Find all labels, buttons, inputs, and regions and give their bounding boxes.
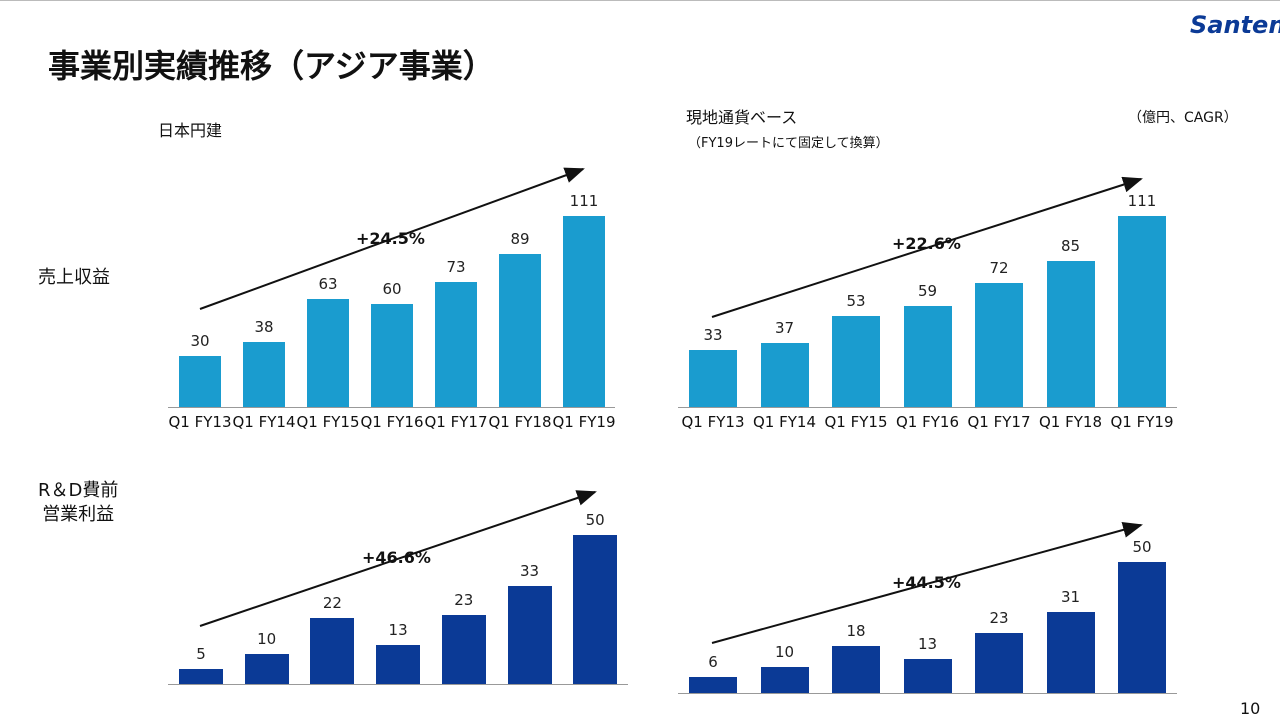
left-header: 日本円建 [158, 121, 223, 140]
value-label: 33 [519, 561, 540, 580]
cagr-arrow [199, 490, 597, 627]
bar [1118, 562, 1166, 693]
value-label: 33 [703, 326, 723, 345]
value-label: 23 [454, 591, 474, 610]
bar [1118, 216, 1166, 407]
x-tick-label: Q1 FY13 [168, 413, 232, 431]
annotation: +22.6% [892, 234, 961, 253]
bar [689, 350, 737, 407]
bar [903, 305, 952, 407]
bar [760, 343, 809, 407]
page-number: 10 [1240, 699, 1261, 718]
value-label: 13 [388, 621, 408, 640]
bar [371, 304, 413, 407]
value-label: 111 [569, 192, 599, 211]
bar [435, 281, 477, 407]
bar [310, 618, 355, 684]
x-tick-label: Q1 FY15 [824, 413, 888, 431]
bar [376, 645, 421, 684]
value-label: 30 [190, 331, 210, 350]
value-label: 50 [585, 510, 605, 529]
x-tick-label: Q1 FY18 [1039, 413, 1102, 431]
x-tick-label: Q1 FY19 [1110, 413, 1174, 431]
value-label: 18 [846, 621, 866, 640]
value-label: 13 [917, 634, 938, 653]
row-label: 売上収益 [38, 267, 110, 288]
right-header: 現地通貨ベース [686, 108, 798, 127]
bar [832, 645, 880, 693]
value-label: 72 [989, 259, 1009, 278]
x-tick-label: Q1 FY19 [552, 413, 616, 431]
value-label: 23 [989, 608, 1009, 627]
x-tick-label: Q1 FY16 [896, 413, 959, 431]
x-axis [678, 407, 1177, 408]
bar [441, 615, 486, 684]
value-label: 10 [257, 630, 277, 649]
x-tick-label: Q1 FY13 [681, 413, 745, 431]
value-label: 89 [510, 230, 530, 249]
bar [244, 654, 289, 684]
x-tick-label: Q1 FY17 [424, 413, 488, 431]
logo: Santen [1190, 11, 1280, 39]
annotation: +24.5% [356, 229, 425, 248]
bar [179, 355, 221, 407]
value-label: 38 [254, 317, 274, 336]
value-label: 31 [1060, 587, 1081, 606]
row-label: R＆D費前 営業利益 [38, 480, 119, 525]
cagr-arrow [711, 176, 1143, 318]
value-label: 53 [846, 292, 866, 311]
x-axis [678, 693, 1177, 694]
value-label: 50 [1132, 538, 1152, 557]
x-tick-label: Q1 FY15 [296, 413, 360, 431]
x-tick-label: Q1 FY16 [360, 413, 424, 431]
value-label: 85 [1060, 237, 1081, 256]
unit-note: （億円、CAGR） [1128, 110, 1238, 126]
bar [243, 341, 285, 407]
value-label: 73 [446, 257, 466, 276]
value-label: 59 [917, 281, 938, 300]
bar [975, 283, 1023, 407]
bar [507, 585, 552, 684]
bar [689, 677, 737, 693]
annotation: +44.5% [892, 573, 961, 592]
annotation: +46.6% [362, 548, 431, 567]
bar [573, 534, 618, 684]
value-label: 22 [322, 594, 342, 613]
value-label: 111 [1127, 192, 1157, 211]
value-label: 60 [382, 280, 402, 298]
bar [499, 254, 541, 407]
value-label: 5 [196, 645, 206, 664]
cagr-arrow [199, 167, 585, 310]
value-label: 37 [774, 319, 795, 338]
x-tick-label: Q1 FY18 [488, 413, 552, 431]
value-label: 10 [774, 642, 795, 661]
bar [1046, 261, 1095, 407]
x-tick-label: Q1 FY14 [753, 413, 816, 431]
value-label: 6 [708, 653, 718, 672]
bar [975, 632, 1023, 693]
value-label: 63 [318, 274, 338, 293]
right-subheader: （FY19レートにて固定して換算） [688, 136, 889, 151]
bar [903, 658, 952, 693]
bar [563, 216, 605, 407]
bar [760, 666, 809, 693]
x-axis [168, 684, 628, 685]
x-tick-label: Q1 FY14 [232, 413, 296, 431]
x-tick-label: Q1 FY17 [967, 413, 1031, 431]
bar [1046, 611, 1095, 693]
x-axis [168, 407, 615, 408]
bar [179, 669, 223, 684]
cagr-arrow [711, 522, 1143, 644]
bar [832, 316, 880, 407]
title: 事業別実績推移（アジア事業） [48, 47, 495, 85]
bar [307, 298, 349, 407]
